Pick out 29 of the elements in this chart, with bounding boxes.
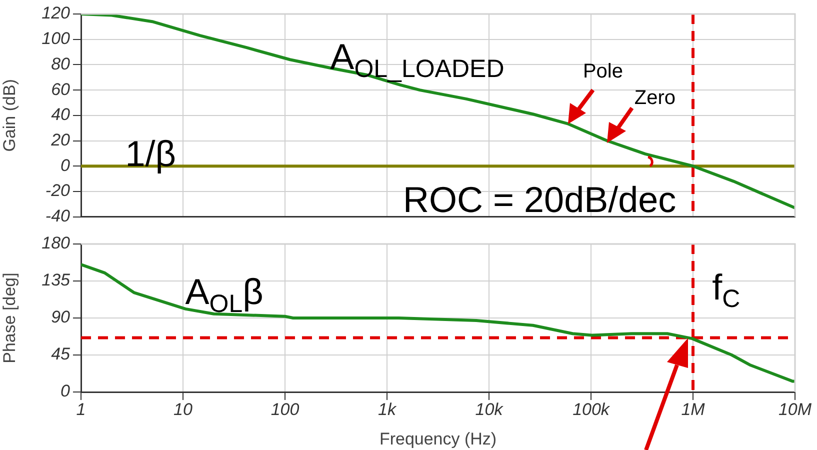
x-axis-title: Frequency (Hz)	[379, 429, 497, 448]
y-tick-label: -40	[45, 206, 71, 226]
y-tick-label: 45	[51, 344, 71, 364]
x-tick-label: 100	[270, 400, 300, 419]
y-tick-label: 180	[42, 234, 71, 253]
x-tick-label: 10	[174, 400, 192, 419]
y-tick-label: 120	[42, 4, 71, 23]
x-tick-label: 1	[76, 400, 86, 419]
x-tick-label: 10k	[475, 400, 503, 419]
x-tick-label: 10M	[778, 400, 812, 419]
y-tick-label: 0	[60, 382, 71, 401]
y-tick-label: -20	[45, 181, 71, 200]
y-tick-label: 20	[50, 130, 71, 150]
y-tick-label: 135	[42, 270, 71, 290]
y-tick-label: 90	[51, 308, 71, 327]
y-tick-label: 0	[60, 156, 71, 175]
y-tick-label: 100	[42, 29, 71, 48]
x-tick-label: 100k	[572, 400, 610, 419]
annotation: Pole	[582, 60, 623, 83]
x-tick-label: 1k	[378, 400, 396, 419]
y-tick-label: 80	[51, 54, 71, 74]
y-axis-title: Gain (dB)	[0, 79, 19, 152]
annotation: 1/β	[125, 132, 176, 174]
x-tick-label: 1M	[681, 400, 705, 419]
y-axis-title: Phase [deg]	[0, 272, 19, 364]
y-tick-label: 40	[51, 105, 71, 124]
y-tick-label: 60	[51, 80, 71, 99]
annotation: Zero	[634, 87, 676, 110]
annotation: ROC = 20dB/dec	[403, 178, 676, 220]
